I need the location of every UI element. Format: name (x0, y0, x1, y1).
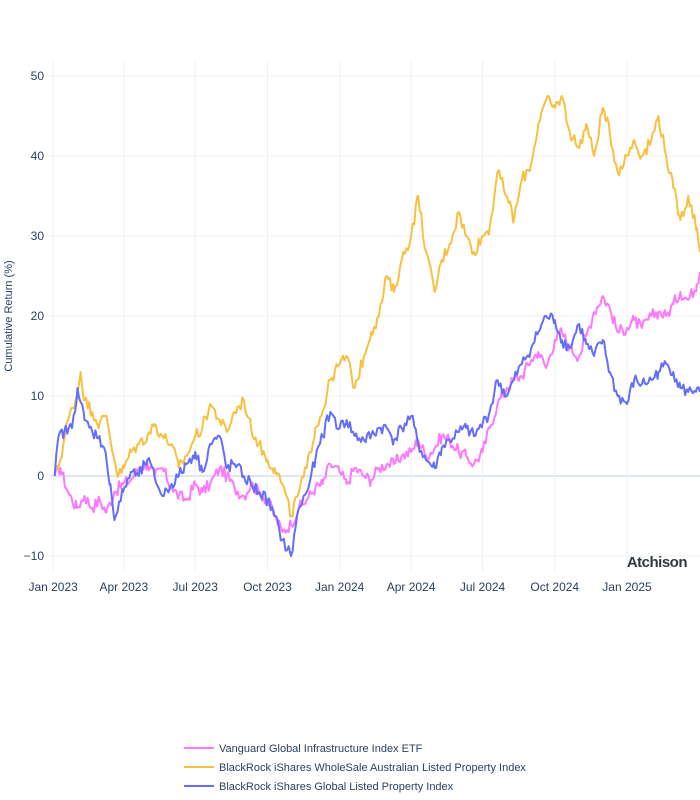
legend-item[interactable]: BlackRock iShares WholeSale Australian L… (184, 762, 526, 774)
y-axis-ticks: −10 0 10 20 30 40 50 (24, 69, 45, 563)
legend-label: BlackRock iShares WholeSale Australian L… (219, 762, 526, 774)
legend-item[interactable]: Vanguard Global Infrastructure Index ETF (184, 743, 423, 755)
y-tick-label: 40 (31, 149, 45, 163)
series-line (53, 94, 700, 518)
x-tick-label: Jan 2025 (602, 580, 652, 594)
x-tick-label: Oct 2024 (530, 580, 579, 594)
x-tick-label: Apr 2023 (99, 580, 148, 594)
legend-label: BlackRock iShares Global Listed Property… (219, 781, 454, 793)
legend-item[interactable]: BlackRock iShares Global Listed Property… (184, 781, 454, 793)
series-line (53, 271, 700, 534)
series-line (53, 312, 700, 557)
legend[interactable]: Vanguard Global Infrastructure Index ETF… (184, 743, 526, 793)
y-tick-label: 20 (31, 309, 45, 323)
x-axis-ticks: Jan 2023 Apr 2023 Jul 2023 Oct 2023 Jan 2024… (28, 580, 652, 594)
x-tick-label: Apr 2024 (387, 580, 436, 594)
series-lines (53, 94, 700, 557)
watermark-logo: Atchison (627, 554, 688, 571)
grid-lines (50, 60, 700, 572)
y-tick-label: 50 (31, 69, 45, 83)
y-tick-label: 0 (37, 469, 44, 483)
y-tick-label: 30 (31, 229, 45, 243)
y-tick-label: −10 (24, 549, 45, 563)
x-tick-label: Oct 2023 (243, 580, 292, 594)
legend-label: Vanguard Global Infrastructure Index ETF (219, 743, 423, 755)
x-tick-label: Jan 2024 (315, 580, 365, 594)
y-tick-label: 10 (31, 389, 45, 403)
x-tick-label: Jul 2024 (460, 580, 506, 594)
y-axis-title: Cumulative Return (%) (3, 260, 15, 371)
x-tick-label: Jan 2023 (28, 580, 78, 594)
x-tick-label: Jul 2023 (173, 580, 219, 594)
